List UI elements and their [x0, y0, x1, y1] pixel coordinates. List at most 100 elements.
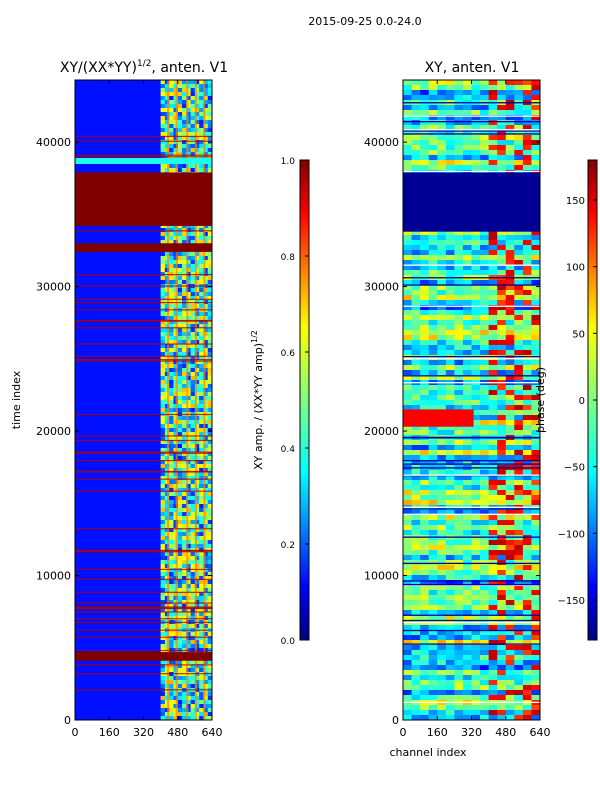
amplitude-cell [177, 100, 183, 105]
amplitude-cell [160, 612, 166, 617]
phase-cell [445, 590, 455, 596]
phase-cell [522, 410, 532, 416]
phase-cell [462, 405, 472, 411]
amplitude-cell [190, 460, 196, 465]
phase-cell [488, 595, 498, 601]
amplitude-cell [182, 500, 187, 505]
amplitude-cell [194, 416, 200, 421]
phase-cell [514, 235, 524, 241]
phase-cell [522, 670, 532, 676]
phase-cell [531, 385, 541, 391]
phase-cell [454, 630, 464, 636]
phase-cell [437, 460, 447, 466]
amplitude-flag-line [75, 319, 212, 322]
amplitude-cell [177, 592, 183, 597]
phase-cell [454, 265, 464, 271]
phase-cell [488, 665, 498, 671]
phase-cell [454, 610, 464, 616]
amplitude-cell [182, 92, 187, 97]
phase-cell [497, 240, 507, 246]
phase-cell [420, 640, 429, 646]
phase-cell [454, 400, 464, 406]
phase-cell [403, 130, 412, 136]
phase-cell [497, 95, 507, 101]
phase-cell [403, 330, 412, 336]
phase-cell [522, 135, 532, 141]
phase-cell [445, 315, 455, 321]
amplitude-cell [169, 84, 174, 89]
phase-cell [445, 455, 455, 461]
phase-cell [454, 665, 464, 671]
amplitude-cell [199, 296, 204, 301]
amplitude-cell [177, 340, 183, 345]
phase-cell [454, 470, 464, 476]
amplitude-cell [177, 288, 183, 293]
phase-cell [505, 150, 515, 156]
phase-cell [411, 440, 421, 446]
phase-cell [471, 605, 481, 611]
phase-cell [462, 395, 472, 401]
phase-cell [411, 295, 421, 301]
phase-cell [531, 715, 541, 721]
amplitude-cell [199, 152, 204, 157]
phase-cell [497, 90, 507, 96]
amplitude-cell [203, 632, 209, 637]
amplitude-cell [186, 624, 191, 629]
phase-cell [471, 335, 481, 341]
phase-cell [488, 160, 498, 166]
amplitude-cell [160, 320, 166, 325]
phase-cell [445, 425, 455, 431]
amplitude-cell [207, 456, 213, 461]
phase-cell [411, 580, 421, 586]
phase-cell [462, 540, 472, 546]
phase-cell [488, 125, 498, 131]
phase-cell [514, 510, 524, 516]
phase-cell [445, 480, 455, 486]
amplitude-cell [177, 472, 183, 477]
amplitude-flag-line [75, 490, 212, 492]
phase-cell [437, 280, 447, 286]
amplitude-cell [199, 584, 204, 589]
amplitude-cell [160, 268, 166, 273]
amplitude-cell [169, 116, 174, 121]
phase-cell [471, 440, 481, 446]
phase-cell [420, 570, 429, 576]
phase-cell [411, 425, 421, 431]
amplitude-cell [199, 528, 204, 533]
phase-cell [488, 360, 498, 366]
amplitude-cell [203, 404, 209, 409]
amplitude-cell [190, 380, 196, 385]
amplitude-cell [186, 564, 191, 569]
amplitude-cell [199, 148, 204, 153]
phase-cell [471, 160, 481, 166]
amplitude-cell [177, 560, 183, 565]
phase-cell [480, 510, 489, 516]
amplitude-cell [190, 236, 196, 241]
phase-cell [420, 665, 429, 671]
amplitude-cell [207, 520, 213, 525]
phase-cell [471, 570, 481, 576]
amplitude-cell [190, 384, 196, 389]
phase-cell [480, 425, 489, 431]
amplitude-cell [160, 280, 166, 285]
amplitude-cell [203, 704, 209, 709]
amplitude-cell [182, 512, 187, 517]
amplitude-cell [203, 116, 209, 121]
phase-cell [480, 410, 489, 416]
amplitude-cell [190, 640, 196, 645]
phase-cell [428, 165, 438, 171]
amplitude-cell [207, 444, 213, 449]
phase-cell [454, 615, 464, 621]
amplitude-cell [186, 228, 191, 233]
phase-cell [522, 95, 532, 101]
amplitude-cell [207, 372, 213, 377]
phase-cell [420, 145, 429, 151]
phase-cell [497, 315, 507, 321]
amplitude-cell [194, 328, 200, 333]
phase-cell [531, 585, 541, 591]
phase-cell [522, 710, 532, 716]
phase-cell [445, 320, 455, 326]
amplitude-flag-line [75, 621, 212, 624]
amplitude-cell [203, 480, 209, 485]
phase-cell [437, 565, 447, 571]
